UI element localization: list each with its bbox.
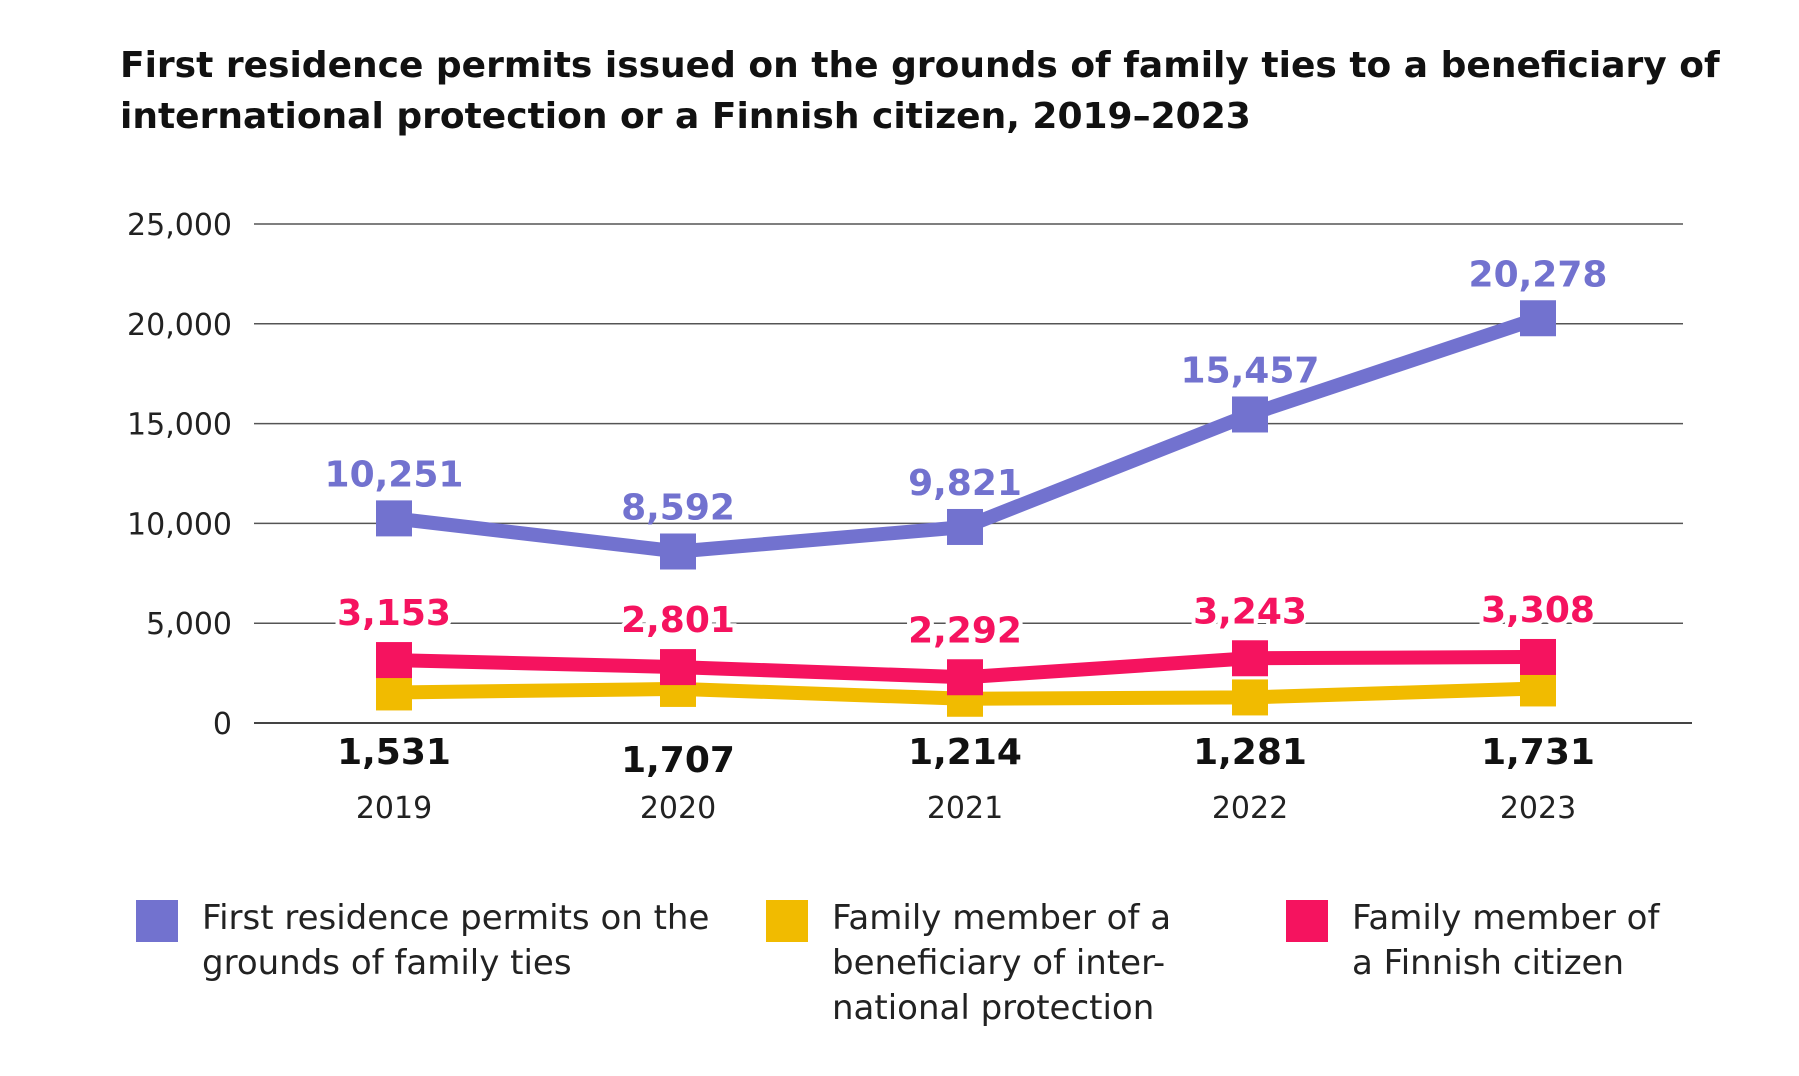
legend-label-line: a Finnish citizen xyxy=(1352,943,1625,983)
legend-label-line: national protection xyxy=(832,988,1155,1028)
x-tick-label: 2019 xyxy=(356,791,432,826)
data-point-marker xyxy=(660,533,696,570)
data-point-marker xyxy=(1520,300,1556,337)
legend-label-international-protection: Family member of a beneficiary of inter-… xyxy=(832,896,1171,1031)
y-tick-label: 0 xyxy=(213,707,232,742)
y-tick-label: 25,000 xyxy=(127,208,232,243)
legend-label-line: beneficiary of inter- xyxy=(832,943,1166,983)
legend-item-finnish-citizen[interactable]: Family member of a Finnish citizen xyxy=(1286,896,1659,986)
data-label: 1,281 xyxy=(1193,732,1307,773)
data-label: 9,821 xyxy=(908,463,1022,504)
legend-swatch-family-ties xyxy=(136,900,178,942)
legend-label-finnish-citizen: Family member of a Finnish citizen xyxy=(1352,896,1659,986)
data-label: 1,531 xyxy=(337,732,451,773)
y-axis-ticks: 0 5,000 10,000 15,000 20,000 25,000 xyxy=(127,208,232,742)
legend-item-family-ties[interactable]: First residence permits on the grounds o… xyxy=(136,896,709,986)
data-labels: 10,251 8,592 9,821 15,457 20,278 3,153 2,801 2,… xyxy=(325,254,1608,781)
data-label: 2,801 xyxy=(621,600,735,641)
data-point-marker xyxy=(376,674,412,711)
legend-label-line: grounds of family ties xyxy=(202,943,572,983)
data-label: 3,308 xyxy=(1481,590,1595,631)
data-label: 3,153 xyxy=(337,593,451,634)
data-label: 1,731 xyxy=(1481,732,1595,773)
legend-item-international-protection[interactable]: Family member of a beneficiary of inter-… xyxy=(766,896,1171,1031)
data-point-marker xyxy=(376,642,412,679)
data-point-marker xyxy=(947,508,983,545)
x-tick-label: 2020 xyxy=(640,791,716,826)
x-tick-label: 2022 xyxy=(1212,791,1288,826)
data-point-marker xyxy=(376,500,412,537)
data-point-marker xyxy=(947,659,983,696)
x-axis-ticks: 2019 2020 2021 2022 2023 xyxy=(356,791,1576,826)
legend-swatch-finnish-citizen xyxy=(1286,900,1328,942)
chart-title: First residence permits issued on the gr… xyxy=(120,45,1720,137)
data-label: 15,457 xyxy=(1181,350,1320,391)
data-point-marker xyxy=(1232,640,1268,677)
y-tick-label: 10,000 xyxy=(127,507,232,542)
legend-label-line: Family member of xyxy=(1352,898,1660,938)
legend-label-line: Family member of a xyxy=(832,898,1172,938)
data-point-marker xyxy=(1520,638,1556,675)
data-label: 3,243 xyxy=(1193,591,1307,632)
data-label: 1,214 xyxy=(908,732,1022,773)
series-layer xyxy=(376,300,1556,717)
legend-swatch-international-protection xyxy=(766,900,808,942)
data-label: 20,278 xyxy=(1469,254,1608,295)
y-tick-label: 5,000 xyxy=(146,607,232,642)
data-point-marker xyxy=(660,649,696,686)
y-tick-label: 15,000 xyxy=(127,408,232,443)
data-label: 2,292 xyxy=(908,610,1022,651)
x-tick-label: 2023 xyxy=(1500,791,1576,826)
data-label: 8,592 xyxy=(621,488,735,529)
legend-label-family-ties: First residence permits on the grounds o… xyxy=(202,896,709,986)
x-tick-label: 2021 xyxy=(927,791,1003,826)
data-label: 1,707 xyxy=(621,740,735,781)
data-point-marker xyxy=(1232,396,1268,433)
y-tick-label: 20,000 xyxy=(127,308,232,343)
data-point-marker xyxy=(1232,679,1268,716)
data-point-marker xyxy=(1520,670,1556,707)
data-label: 10,251 xyxy=(325,454,464,495)
legend-label-line: First residence permits on the xyxy=(202,898,710,938)
